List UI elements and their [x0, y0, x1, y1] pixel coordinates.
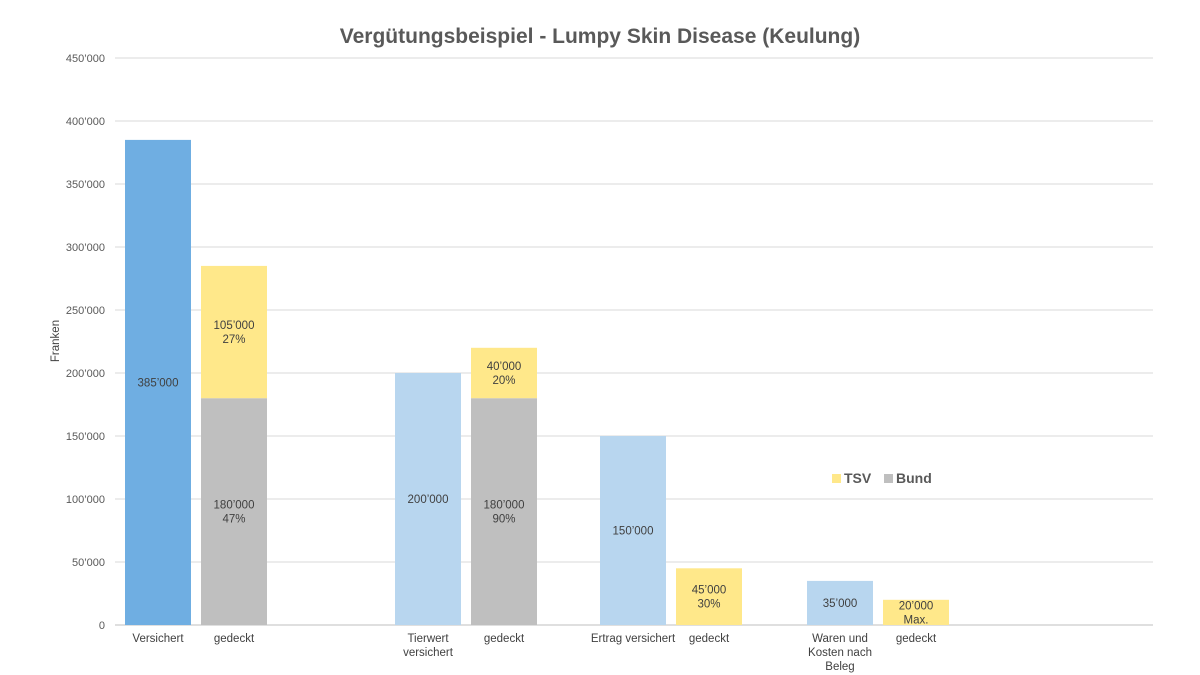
data-label: 35’000 — [823, 598, 858, 610]
x-category-label: Ertrag versichert — [591, 633, 676, 645]
x-category-label: gedeckt — [214, 633, 255, 645]
bar-segment — [125, 139, 191, 625]
bar-segment — [201, 398, 267, 625]
bar-segment — [883, 599, 949, 625]
data-label: 150’000 — [613, 526, 654, 538]
x-category-label: Tierwert versichert — [403, 633, 454, 659]
chart-title: Vergütungsbeispiel - Lumpy Skin Disease … — [339, 25, 861, 48]
x-category-label: gedeckt — [484, 633, 525, 645]
bar-segment — [471, 347, 537, 399]
bar-segment — [600, 436, 666, 625]
legend-swatch — [832, 474, 841, 483]
data-label: 180’000 90% — [484, 500, 525, 526]
x-category-label: gedeckt — [896, 633, 937, 645]
legend-entry: Bund — [896, 470, 932, 486]
y-tick-label: 450’000 — [66, 53, 105, 65]
bar-segment — [395, 373, 461, 625]
x-category-label: Versichert — [132, 633, 184, 645]
y-tick-label: 350’000 — [66, 179, 105, 191]
data-label: 40’000 20% — [487, 361, 522, 387]
data-label: 105’000 27% — [214, 320, 255, 346]
legend-entry: TSV — [844, 470, 872, 486]
data-label: 385’000 — [138, 377, 179, 389]
bar-segment — [676, 568, 742, 625]
data-label: 20’000 Max. — [899, 600, 934, 626]
bar-segment — [471, 398, 537, 625]
data-label: 45’000 30% — [692, 585, 727, 611]
data-label: 180’000 47% — [214, 500, 255, 526]
data-label: 200’000 — [408, 494, 449, 506]
y-tick-label: 0 — [99, 620, 105, 632]
y-tick-label: 400’000 — [66, 116, 105, 128]
y-tick-label: 200’000 — [66, 368, 105, 380]
y-tick-label: 100’000 — [66, 494, 105, 506]
x-category-label: gedeckt — [689, 633, 730, 645]
y-tick-label: 300’000 — [66, 242, 105, 254]
y-axis-label: Franken — [50, 320, 62, 362]
y-tick-label: 50’000 — [72, 557, 105, 569]
bar-segment — [201, 265, 267, 399]
x-category-label: Waren und Kosten nach Beleg — [808, 633, 872, 673]
legend-swatch — [884, 474, 893, 483]
y-tick-label: 150’000 — [66, 431, 105, 443]
y-tick-label: 250’000 — [66, 305, 105, 317]
bar-segment — [807, 580, 873, 625]
